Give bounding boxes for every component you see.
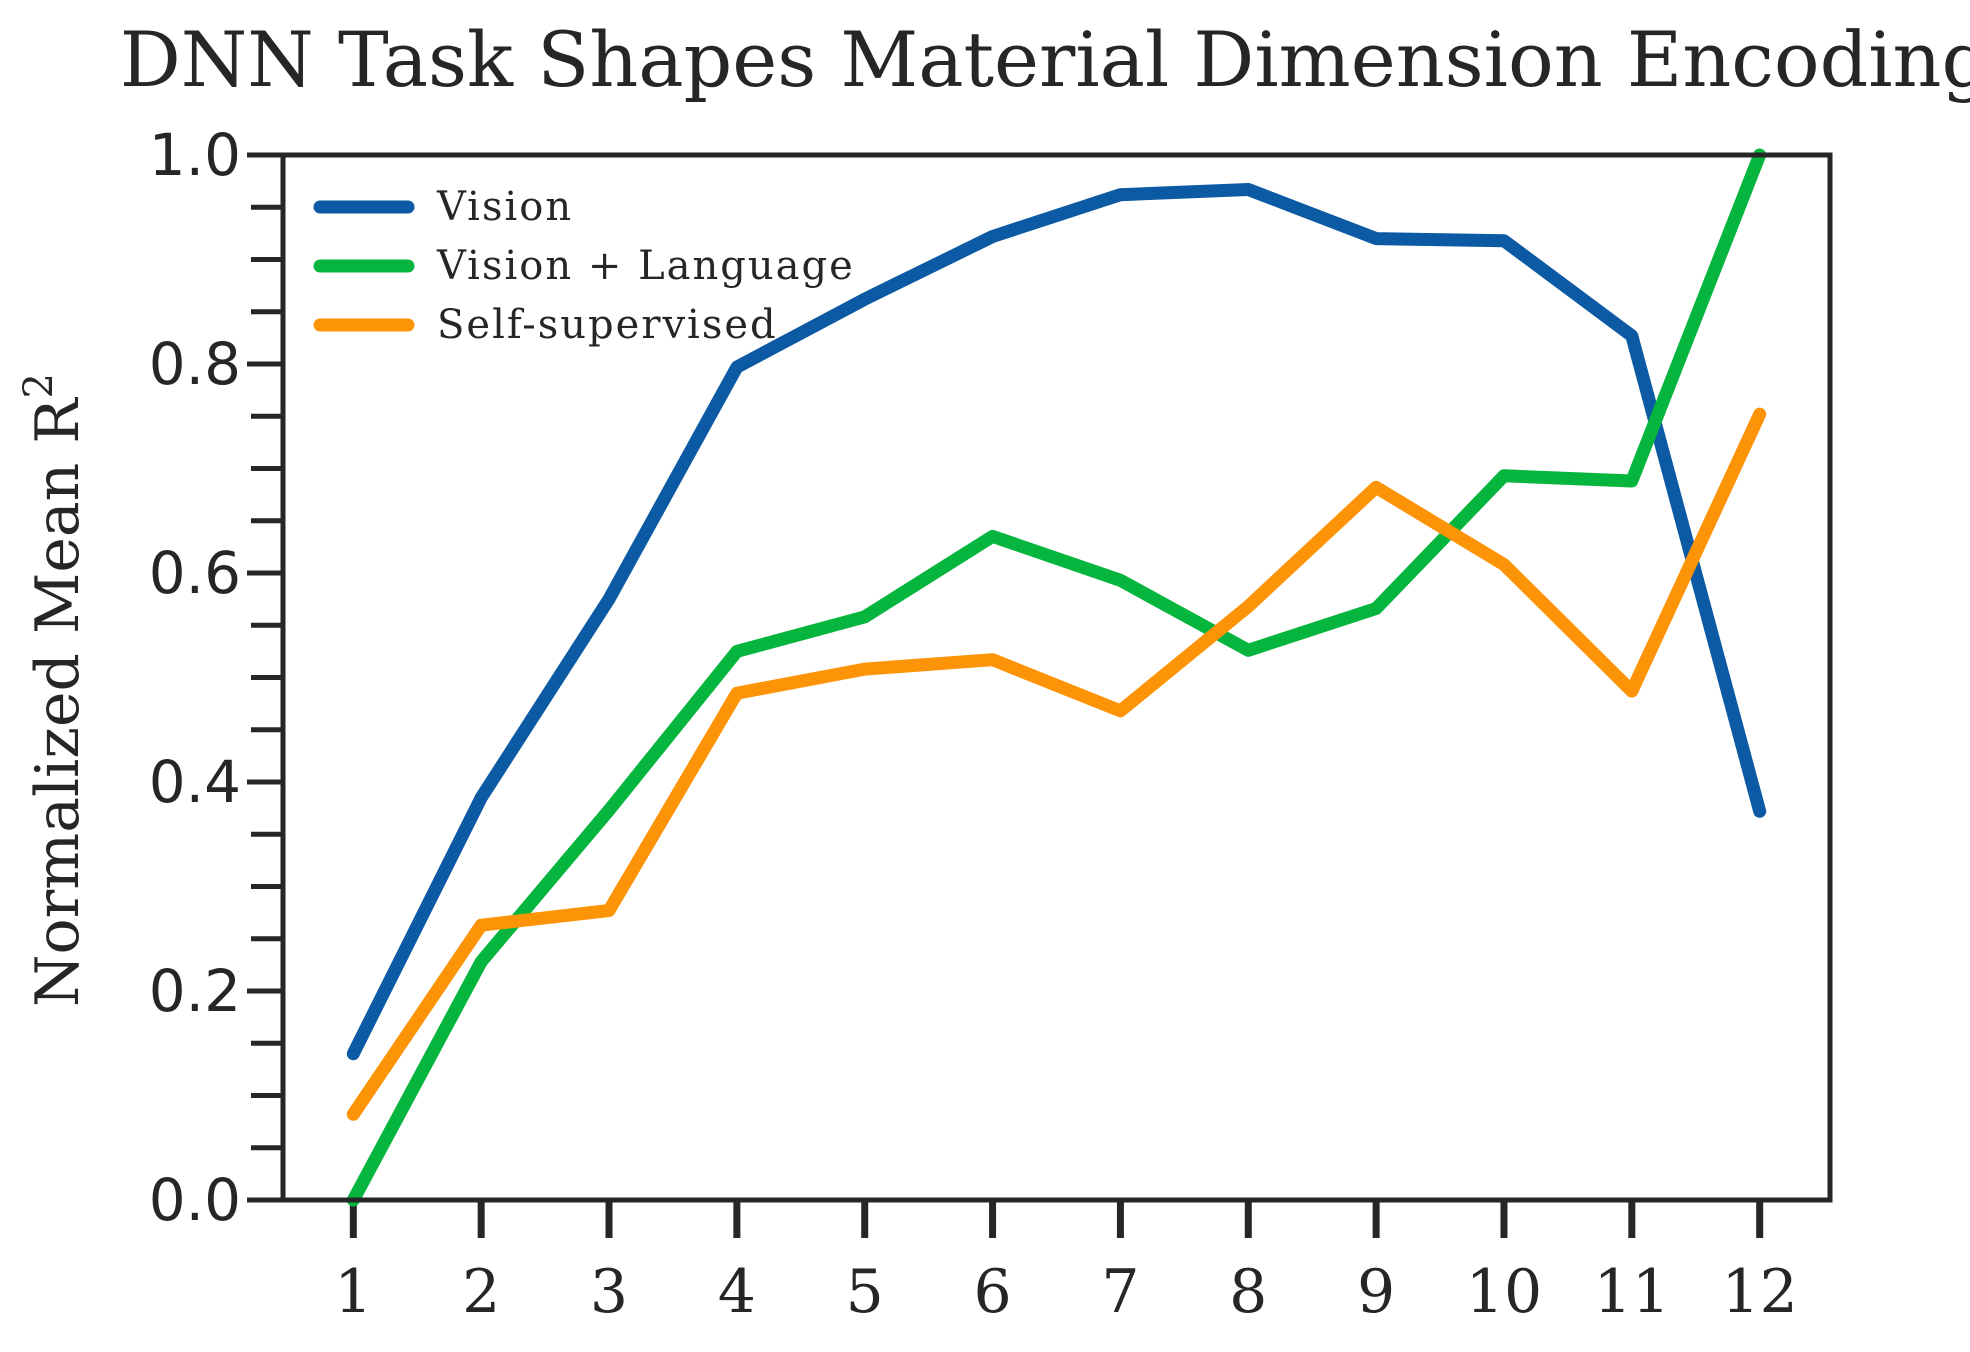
- x-tick-label: 8: [1229, 1257, 1267, 1327]
- y-tick-label: 0.6: [149, 539, 241, 607]
- series-layer: [346, 148, 1767, 1207]
- x-tick-label: 10: [1466, 1257, 1542, 1327]
- y-axis-label: Normalized Mean R2: [16, 373, 93, 1007]
- legend-label: Self-supervised: [437, 302, 778, 348]
- x-tick-label: 7: [1101, 1257, 1139, 1327]
- series-line-vision-language: [346, 148, 1767, 1207]
- y-tick-label: 1.0: [149, 121, 241, 189]
- x-tick-label: 3: [590, 1257, 628, 1327]
- y-minor-ticks: [251, 204, 283, 1151]
- y-tick-label: 0.8: [149, 330, 241, 398]
- x-tick-label: 9: [1357, 1257, 1395, 1327]
- legend: Vision Vision + Language Self-supervised: [313, 184, 855, 348]
- legend-label: Vision + Language: [436, 243, 855, 289]
- x-tick-label: 5: [846, 1257, 884, 1327]
- y-tick-label: 0.0: [149, 1166, 241, 1234]
- y-axis-ticks: 0.0 0.2 0.4 0.6 0.8 1.0: [149, 121, 283, 1234]
- x-tick-label: 6: [973, 1257, 1011, 1327]
- series-line-self-supervised: [346, 407, 1767, 1121]
- legend-label: Vision: [436, 184, 573, 230]
- x-axis-ticks: 1 2 3 4 5 6 7 8 9 10 11 12: [334, 1200, 1798, 1327]
- x-tick-label: 2: [462, 1257, 500, 1327]
- x-tick-label: 12: [1722, 1257, 1798, 1327]
- y-tick-label: 0.2: [149, 957, 241, 1025]
- x-tick-label: 1: [334, 1257, 372, 1327]
- y-axis-label-superscript: 2: [16, 373, 62, 398]
- x-tick-label: 4: [718, 1257, 756, 1327]
- y-axis-label-text: Normalized Mean R: [23, 397, 93, 1007]
- x-tick-label: 11: [1594, 1257, 1670, 1327]
- y-tick-label: 0.4: [149, 748, 241, 816]
- series-line-vision: [346, 183, 1767, 1061]
- plot-frame: [280, 152, 1833, 1203]
- chart-title: DNN Task Shapes Material Dimension Encod…: [120, 15, 1970, 104]
